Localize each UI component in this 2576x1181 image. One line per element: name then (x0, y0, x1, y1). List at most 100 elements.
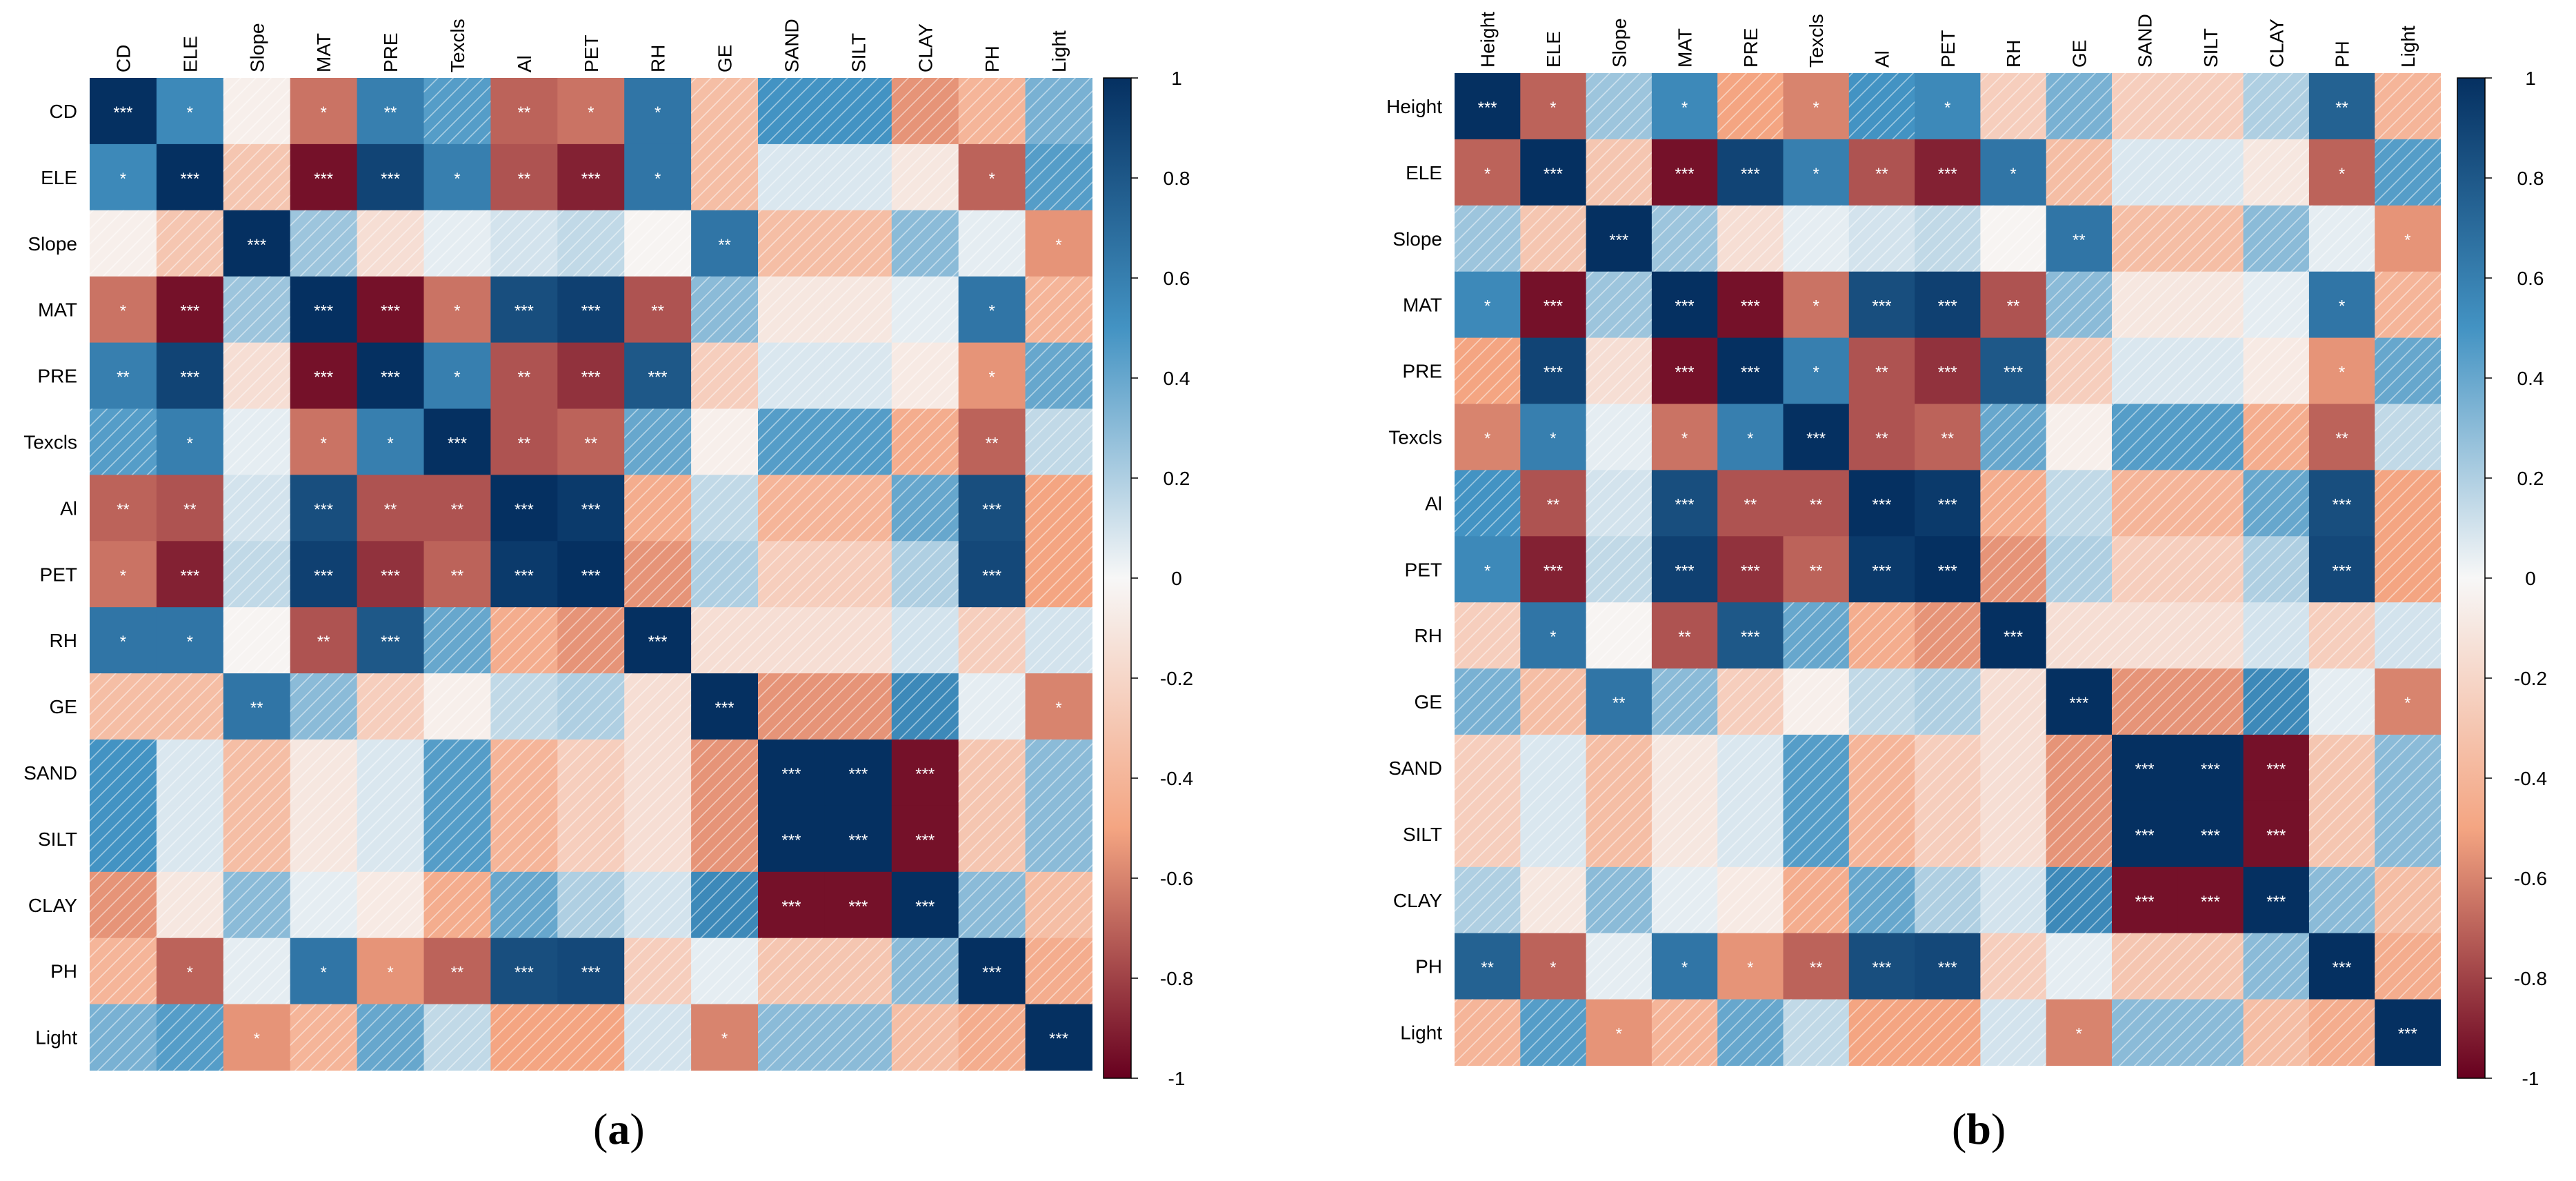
hatch-overlay (891, 276, 959, 344)
hatch-overlay (2177, 73, 2244, 140)
heatmap-cell (1783, 139, 1850, 206)
significance-label: *** (2004, 364, 2023, 382)
significance-label: * (1944, 99, 1950, 117)
row-label: SILT (1403, 824, 1442, 845)
significance-label: *** (1741, 165, 1760, 183)
hatch-overlay (90, 673, 157, 740)
row-label: RH (50, 630, 77, 651)
significance-label: *** (314, 566, 333, 585)
hatch-overlay (624, 408, 692, 475)
hatch-overlay (1455, 205, 1521, 272)
heatmap-cell (958, 408, 1026, 475)
row-label: Light (35, 1027, 77, 1049)
heatmap-cell (357, 143, 424, 211)
heatmap-cell (891, 871, 959, 939)
significance-label: ** (1744, 495, 1757, 514)
heatmap-cell (490, 541, 558, 608)
hatch-overlay (2112, 999, 2178, 1066)
heatmap-cell (958, 541, 1026, 608)
heatmap-cell (1455, 404, 1521, 470)
hatch-overlay (891, 1004, 959, 1071)
significance-label: *** (2135, 760, 2155, 779)
row-label: Light (1400, 1022, 1442, 1044)
heatmap-cell (958, 342, 1026, 409)
hatch-overlay (2112, 271, 2178, 339)
significance-label: * (1616, 1025, 1622, 1044)
hatch-overlay (2177, 205, 2244, 272)
hatch-overlay (1586, 404, 1653, 470)
significance-label: ** (183, 500, 197, 519)
significance-label: *** (1675, 495, 1695, 514)
colorbar-tick-label: 0.8 (2517, 168, 2544, 189)
significance-label: *** (1872, 495, 1891, 514)
heatmap-cell (1025, 673, 1092, 740)
heatmap-cell (1651, 470, 1718, 537)
heatmap-cell (1915, 536, 1981, 603)
hatch-overlay (557, 805, 625, 873)
significance-label: *** (848, 765, 868, 784)
significance-label: *** (581, 500, 601, 519)
heatmap-cell (2112, 866, 2178, 934)
hatch-overlay (624, 937, 692, 1005)
heatmap-cell (891, 740, 959, 806)
hatch-overlay (2177, 404, 2244, 470)
row-label: Texcls (1388, 426, 1442, 448)
heatmap-cell (290, 78, 358, 145)
heatmap-cell (624, 78, 692, 145)
hatch-overlay (90, 871, 157, 939)
hatch-overlay (2177, 602, 2244, 669)
column-label: Slope (246, 23, 268, 72)
column-label: PRE (380, 32, 401, 72)
significance-label: * (120, 566, 126, 585)
heatmap-cell (2308, 271, 2375, 339)
significance-label: * (1550, 628, 1556, 646)
colorbar-tick-label: 0.6 (1164, 268, 1190, 289)
heatmap-cell (2177, 735, 2244, 802)
significance-label: *** (1938, 959, 1957, 977)
significance-label: * (2076, 1025, 2082, 1044)
hatch-overlay (2046, 933, 2113, 1000)
hatch-overlay (824, 143, 892, 211)
hatch-overlay (891, 408, 959, 475)
hatch-overlay (1717, 735, 1784, 802)
heatmap-cell (1980, 337, 2047, 404)
significance-label: * (1813, 297, 1819, 316)
heatmap-cell (290, 408, 358, 475)
heatmap-cell (1455, 536, 1521, 603)
heatmap-cell (958, 143, 1026, 211)
significance-label: *** (848, 897, 868, 916)
hatch-overlay (758, 1004, 826, 1071)
significance-label: *** (1544, 562, 1563, 580)
significance-label: *** (2135, 893, 2155, 911)
heatmap-cell (357, 937, 424, 1005)
heatmap-cell (958, 475, 1026, 542)
hatch-overlay (824, 210, 892, 277)
row-label: ELE (1406, 162, 1442, 183)
row-label: SAND (23, 762, 77, 784)
hatch-overlay (1980, 536, 2047, 603)
hatch-overlay (290, 1004, 358, 1071)
significance-label: *** (915, 897, 935, 916)
hatch-overlay (1848, 668, 1915, 735)
heatmap-cell (1848, 404, 1915, 470)
hatch-overlay (1025, 276, 1092, 344)
colorbar (1103, 77, 1132, 1079)
hatch-overlay (1586, 337, 1653, 404)
hatch-overlay (2046, 271, 2113, 339)
hatch-overlay (490, 607, 558, 674)
hatch-overlay (2243, 602, 2310, 669)
significance-label: *** (982, 964, 1001, 982)
hatch-overlay (1586, 470, 1653, 537)
row-label: CD (50, 101, 77, 122)
hatch-overlay (2308, 800, 2375, 868)
column-label: CD (112, 45, 134, 72)
heatmap-cell (90, 541, 157, 608)
heatmap-cell (557, 475, 625, 542)
heatmap-cell (557, 78, 625, 145)
heatmap-cell (1848, 271, 1915, 339)
significance-label: *** (1675, 297, 1695, 316)
hatch-overlay (2375, 866, 2441, 934)
hatch-overlay (1980, 205, 2047, 272)
colorbar-tick-label: -0.4 (1160, 768, 1193, 789)
significance-label: *** (2333, 562, 2352, 580)
